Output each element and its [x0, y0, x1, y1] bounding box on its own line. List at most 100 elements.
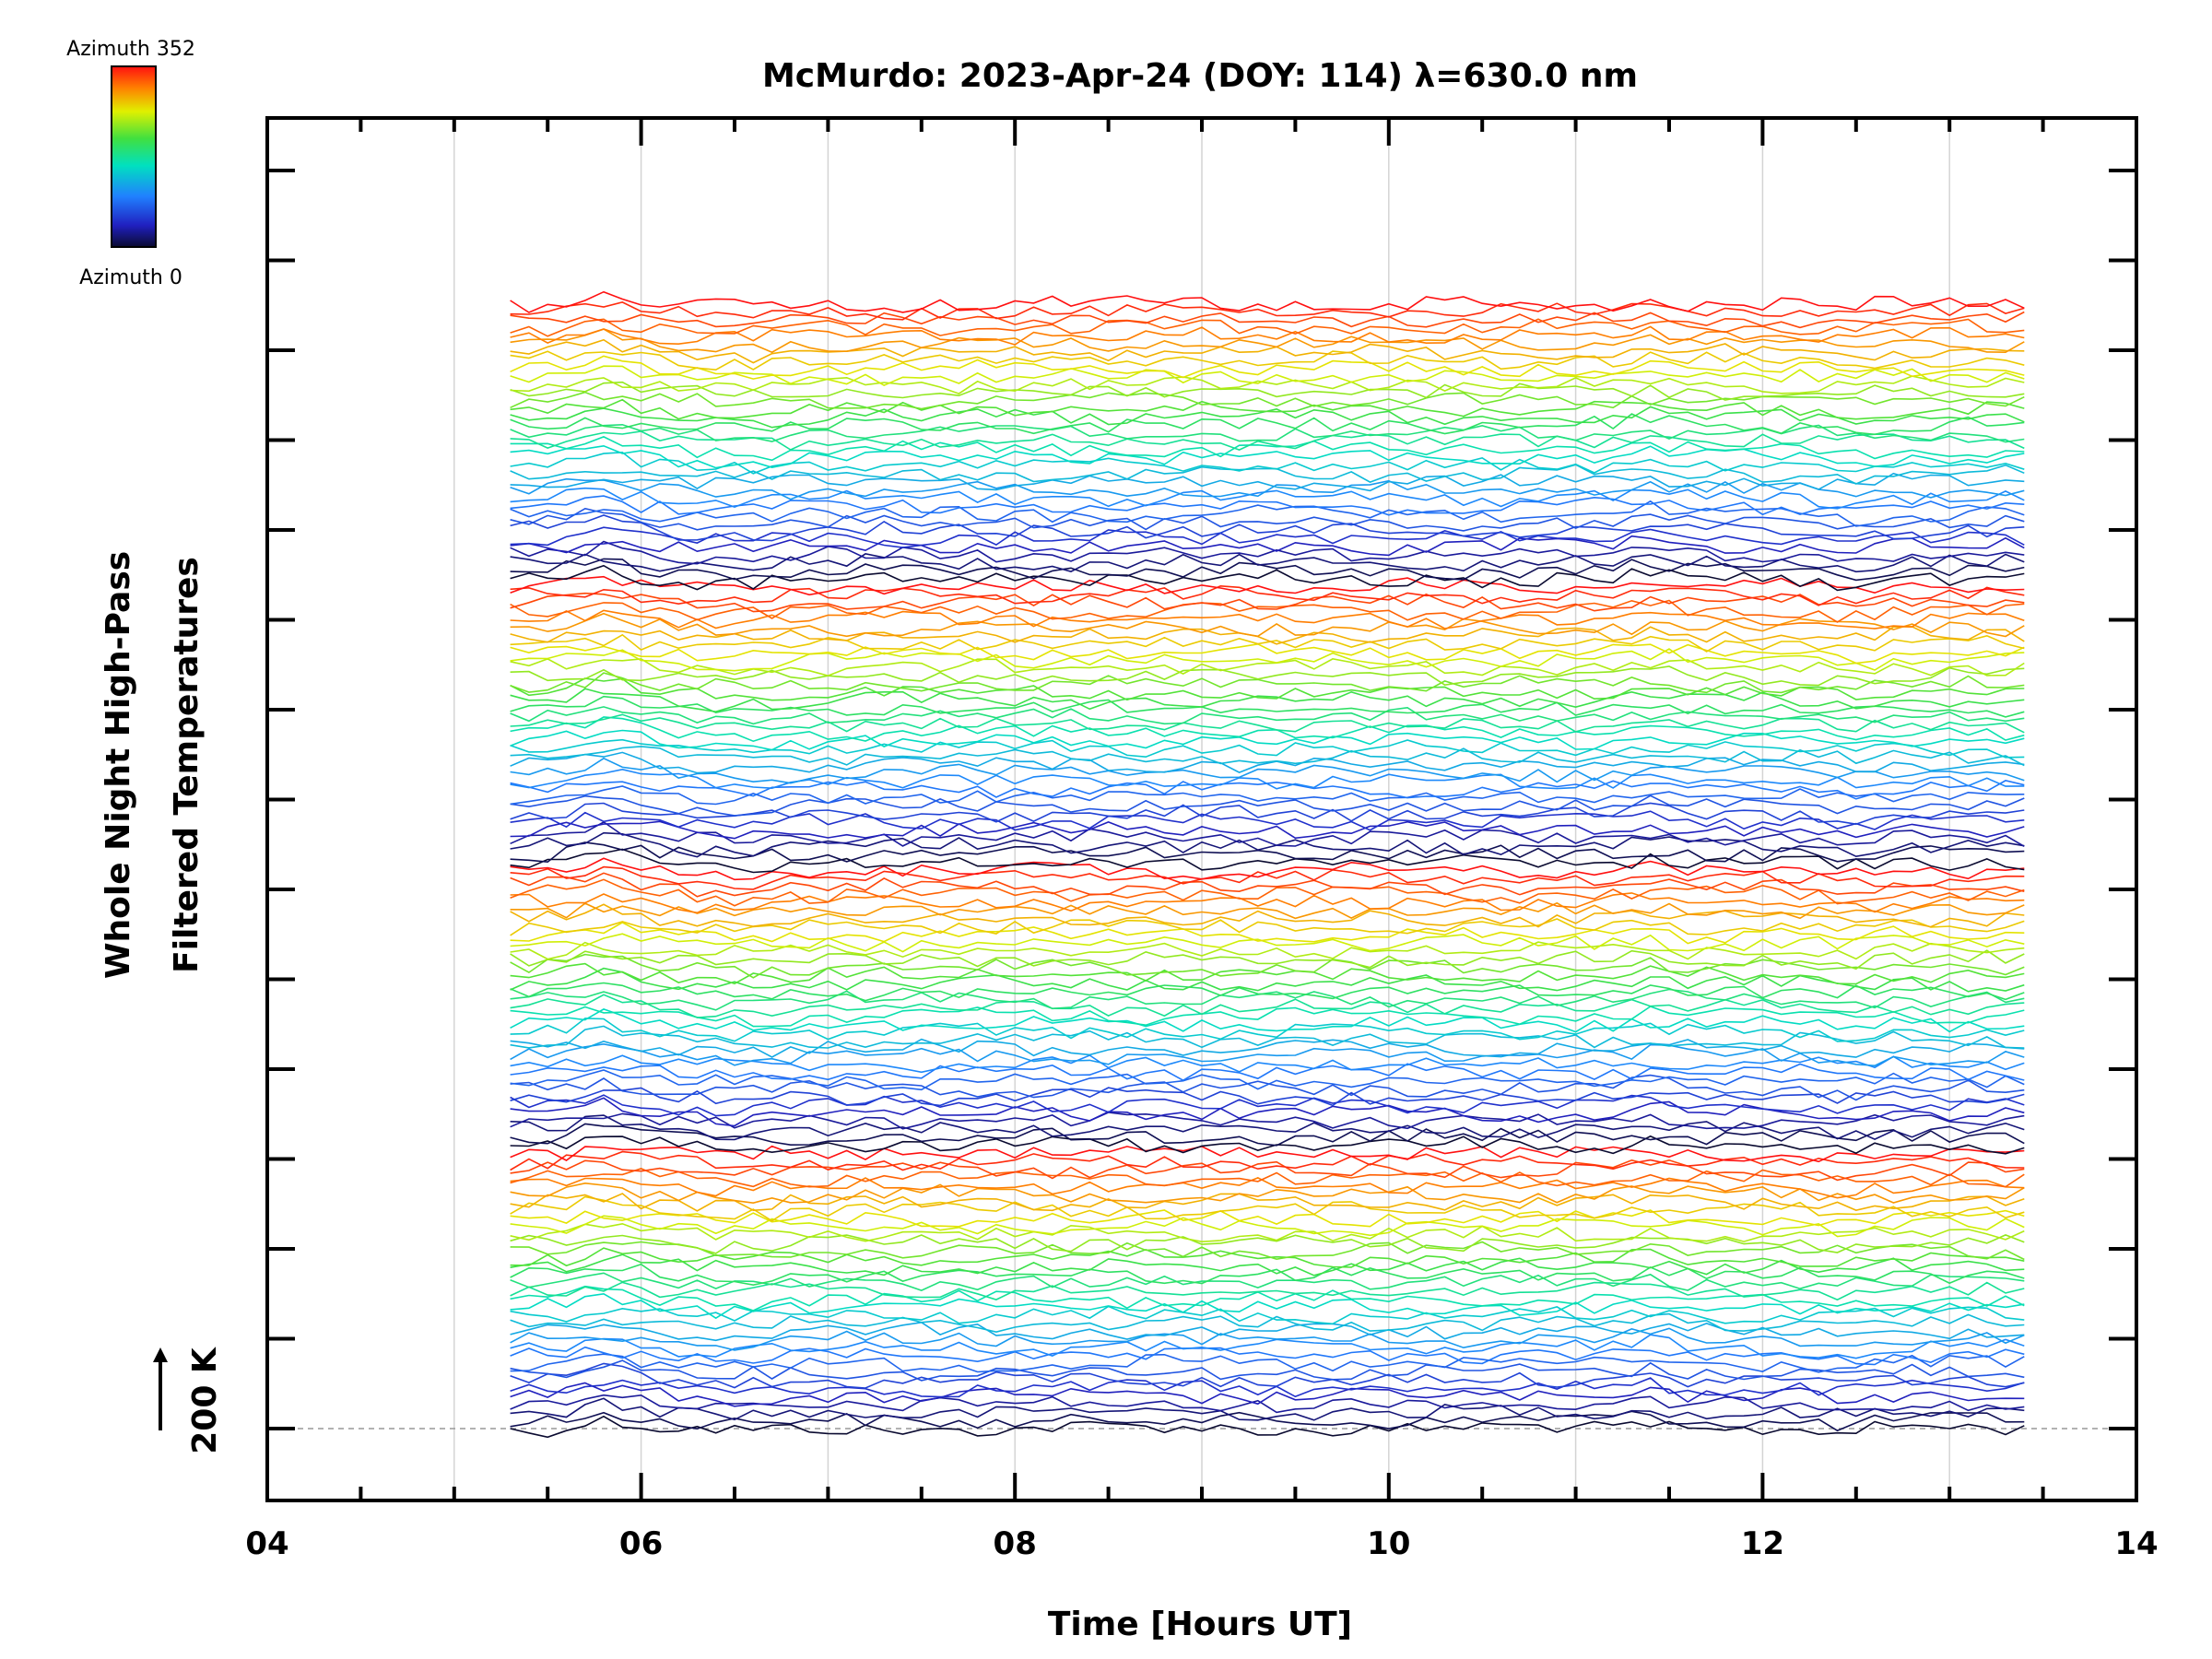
series-line-57	[510, 953, 2025, 979]
axis-ticks	[265, 118, 2138, 1500]
series-line-101	[510, 599, 2025, 623]
x-tick-label-04: 04	[245, 1525, 288, 1562]
series-line-96	[510, 642, 2025, 665]
chart-title: McMurdo: 2023-Apr-24 (DOY: 114) λ=630.0 …	[762, 57, 1638, 95]
series-line-1	[510, 1410, 2025, 1432]
series-line-40	[510, 1094, 2025, 1117]
series-line-34	[510, 1145, 2025, 1163]
colorbar-gradient	[111, 65, 157, 248]
series-line-118	[510, 464, 2025, 485]
series-line-131	[510, 355, 2025, 380]
series-line-83	[510, 746, 2025, 767]
series-line-100	[510, 609, 2025, 629]
series-line-12	[510, 1321, 2025, 1342]
series-line-47	[510, 1038, 2025, 1058]
series-line-138	[510, 301, 2025, 321]
series-line-103	[510, 584, 2025, 606]
series-line-10	[510, 1334, 2025, 1359]
series-line-106	[510, 558, 2025, 582]
series-line-132	[510, 350, 2025, 371]
y-axis-label-line1: Whole Night High-Pass	[100, 551, 137, 979]
series-line-23	[510, 1234, 2025, 1254]
series-line-119	[510, 451, 2025, 475]
series-line-61	[510, 921, 2025, 945]
series-line-41	[510, 1087, 2025, 1107]
series-line-72	[510, 831, 2025, 858]
series-line-45	[510, 1054, 2025, 1074]
colorbar: Azimuth 352 Azimuth 0	[66, 38, 195, 289]
series-line-78	[510, 785, 2025, 806]
series-line-98	[510, 626, 2025, 645]
x-tick-label-10: 10	[1367, 1525, 1410, 1562]
series-line-137	[510, 311, 2025, 329]
series-line-59	[510, 941, 2025, 960]
series-line-64	[510, 901, 2025, 920]
series-line-82	[510, 751, 2025, 774]
series-line-76	[510, 802, 2025, 826]
series-line-90	[510, 688, 2025, 713]
series-line-15	[510, 1292, 2025, 1320]
x-axis-label: Time [Hours UT]	[1048, 1606, 1352, 1643]
series-line-77	[510, 794, 2025, 817]
series-line-84	[510, 738, 2025, 759]
series-line-87	[510, 713, 2025, 734]
series-line-135	[510, 325, 2025, 346]
series-line-117	[510, 472, 2025, 492]
scale-bar: 200 K	[153, 1347, 224, 1454]
series-line-70	[510, 848, 2025, 874]
series-line-68	[510, 865, 2025, 890]
series-line-73	[510, 820, 2025, 847]
series-line-58	[510, 949, 2025, 971]
series-line-26	[510, 1209, 2025, 1228]
series-line-8	[510, 1353, 2025, 1373]
series-line-107	[510, 553, 2025, 573]
series-line-0	[510, 1415, 2025, 1439]
series-line-93	[510, 665, 2025, 687]
series-line-126	[510, 398, 2025, 420]
series-line-65	[510, 892, 2025, 914]
series-line-99	[510, 612, 2025, 638]
series-line-91	[510, 677, 2025, 701]
series-line-9	[510, 1346, 2025, 1366]
series-line-102	[510, 592, 2025, 613]
series-line-109	[510, 535, 2025, 557]
series-lines	[510, 290, 2025, 1439]
series-line-121	[510, 436, 2025, 462]
series-line-80	[510, 768, 2025, 790]
series-line-136	[510, 318, 2025, 337]
series-line-86	[510, 716, 2025, 743]
series-line-30	[510, 1177, 2025, 1199]
x-tick-label-06: 06	[619, 1525, 663, 1562]
series-line-24	[510, 1222, 2025, 1243]
series-line-28	[510, 1193, 2025, 1212]
series-line-116	[510, 477, 2025, 500]
series-line-29	[510, 1182, 2025, 1205]
series-line-7	[510, 1359, 2025, 1382]
series-line-27	[510, 1195, 2025, 1222]
series-line-46	[510, 1042, 2025, 1067]
series-line-129	[510, 375, 2025, 394]
series-line-22	[510, 1241, 2025, 1261]
series-line-69	[510, 857, 2025, 881]
series-line-66	[510, 878, 2025, 907]
series-line-54	[510, 982, 2025, 1002]
series-line-97	[510, 633, 2025, 653]
series-line-37	[510, 1114, 2025, 1141]
series-line-133	[510, 338, 2025, 364]
series-line-81	[510, 757, 2025, 784]
series-line-92	[510, 672, 2025, 694]
series-line-11	[510, 1327, 2025, 1351]
series-line-42	[510, 1074, 2025, 1101]
series-line-17	[510, 1281, 2025, 1301]
series-line-19	[510, 1263, 2025, 1287]
series-line-139	[510, 290, 2025, 313]
series-line-130	[510, 365, 2025, 386]
series-line-52	[510, 994, 2025, 1018]
x-tick-label-12: 12	[1741, 1525, 1784, 1562]
series-line-110	[510, 526, 2025, 548]
series-line-33	[510, 1150, 2025, 1171]
series-line-55	[510, 967, 2025, 993]
series-line-21	[510, 1247, 2025, 1268]
series-line-31	[510, 1168, 2025, 1188]
